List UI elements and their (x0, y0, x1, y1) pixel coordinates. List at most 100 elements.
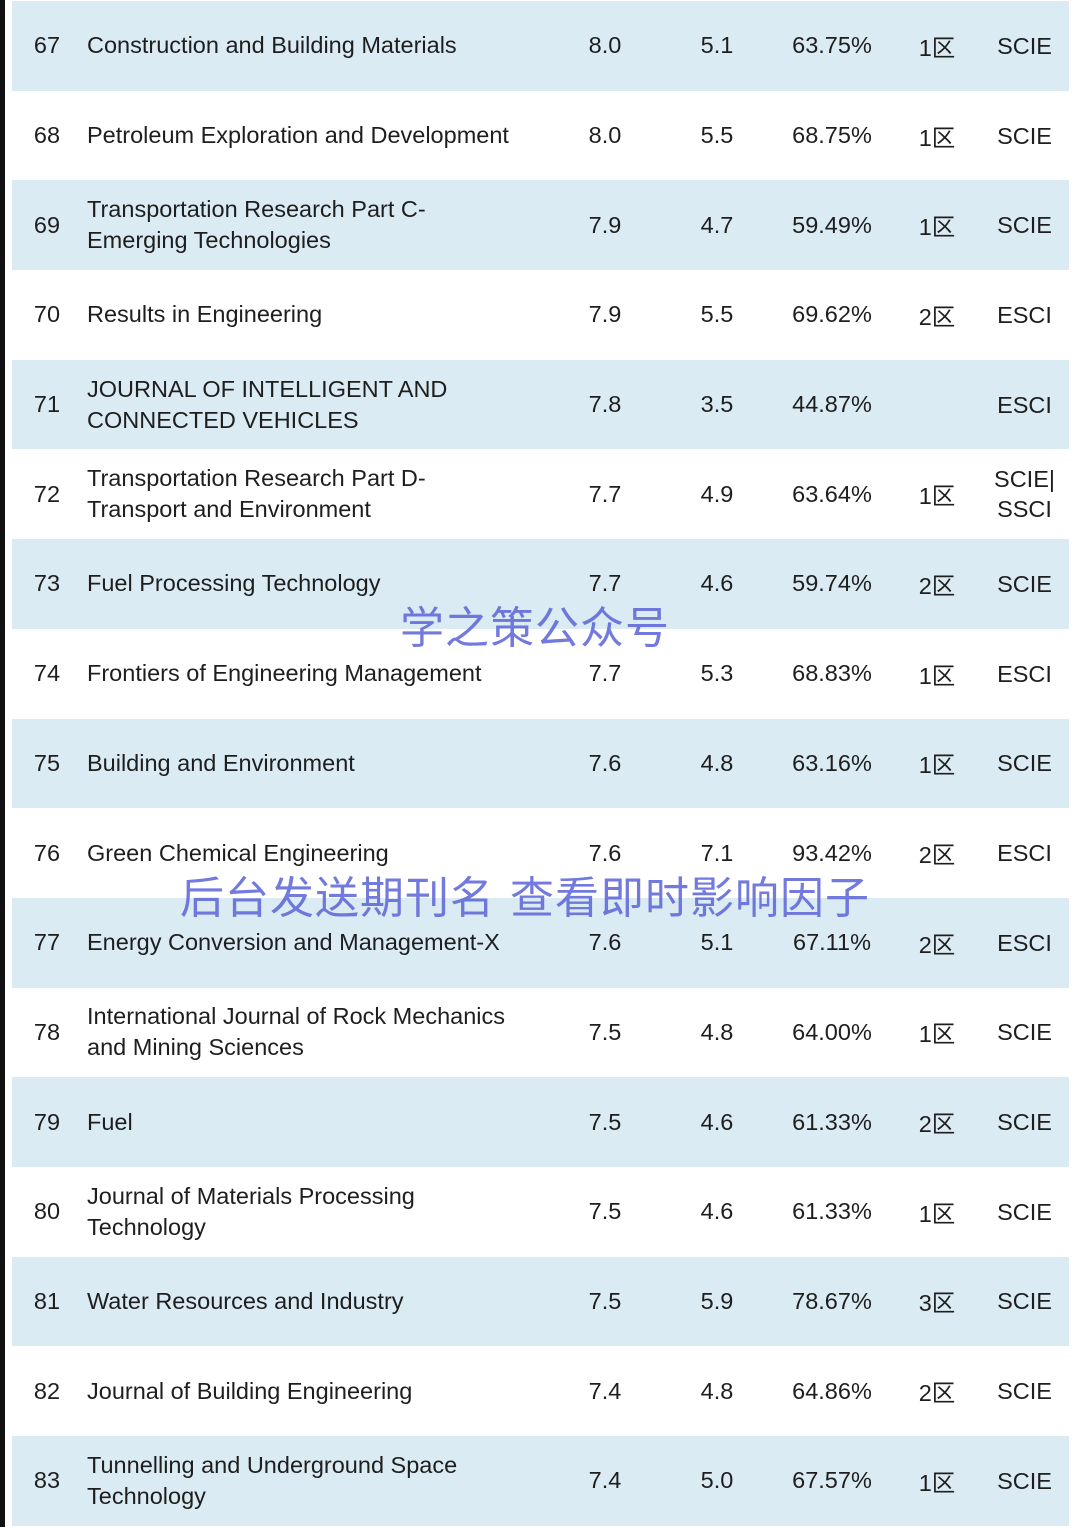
journal-name-cell: Tunnelling and Underground Space Technol… (87, 1451, 458, 1509)
rank-cell: 76 (33, 839, 61, 866)
zone-cell: 2区 (918, 572, 956, 599)
percentage-cell: 67.57% (792, 1467, 872, 1494)
journal-name-cell: JOURNAL OF INTELLIGENT AND CONNECTED VEH… (87, 375, 448, 433)
percentage-cell: 63.75% (792, 32, 872, 59)
rank-cell: 73 (33, 570, 61, 597)
impact-factor-cell: 7.6 (588, 749, 622, 776)
table-row: 72 Transportation Research Part D- Transp… (12, 449, 1069, 539)
metric-cell: 4.6 (700, 1108, 734, 1135)
percentage-cell: 59.49% (792, 211, 872, 238)
table-row: 71 JOURNAL OF INTELLIGENT AND CONNECTED V… (12, 359, 1069, 450)
metric-cell: 5.5 (700, 122, 734, 149)
impact-factor-cell: 7.4 (588, 1467, 622, 1494)
rank-cell: 68 (33, 122, 61, 149)
index-cell: SCIE (997, 1378, 1052, 1405)
zone-cell: 1区 (918, 124, 956, 151)
impact-factor-cell: 8.0 (588, 122, 622, 149)
metric-cell: 4.6 (700, 570, 734, 597)
impact-factor-cell: 8.0 (588, 32, 622, 59)
index-cell: ESCI (997, 391, 1052, 418)
rank-cell: 78 (33, 1018, 61, 1045)
impact-factor-cell: 7.8 (588, 391, 622, 418)
zone-cell: 2区 (918, 842, 956, 869)
journal-name-cell: Fuel Processing Technology (87, 570, 381, 597)
impact-factor-cell: 7.4 (588, 1377, 622, 1404)
impact-factor-cell: 7.5 (588, 1287, 622, 1314)
impact-factor-cell: 7.7 (588, 570, 622, 597)
percentage-cell: 68.83% (792, 660, 872, 687)
zone-cell: 1区 (918, 34, 956, 61)
zone-cell: 2区 (918, 303, 956, 330)
journal-name-cell: Journal of Building Engineering (87, 1377, 413, 1404)
rank-cell: 70 (33, 301, 61, 328)
rank-cell: 75 (33, 749, 61, 776)
left-border (0, 0, 5, 1527)
table-row: 79 Fuel 7.5 4.6 61.33% 2区 SCIE (12, 1077, 1069, 1167)
zone-cell: 1区 (918, 662, 956, 689)
rank-cell: 83 (33, 1467, 61, 1494)
index-cell: SCIE (997, 212, 1052, 239)
metric-cell: 5.9 (700, 1287, 734, 1314)
zone-cell: 2区 (918, 931, 956, 958)
percentage-cell: 59.74% (792, 570, 872, 597)
metric-cell: 4.8 (700, 1377, 734, 1404)
journal-name-cell: Petroleum Exploration and Development (87, 122, 509, 149)
metric-cell: 3.5 (700, 391, 734, 418)
journal-name-cell: International Journal of Rock Mechanics … (87, 1003, 505, 1061)
table-row: 77 Energy Conversion and Management-X 7.6 5… (12, 897, 1069, 988)
zone-cell: 3区 (918, 1290, 956, 1317)
impact-factor-cell: 7.7 (588, 660, 622, 687)
impact-factor-cell: 7.7 (588, 480, 622, 507)
journal-name-cell: Water Resources and Industry (87, 1287, 404, 1314)
rank-cell: 80 (33, 1198, 61, 1225)
table-row: 68 Petroleum Exploration and Development 8… (12, 91, 1069, 181)
journal-name-cell: Construction and Building Materials (87, 32, 457, 59)
metric-cell: 5.1 (700, 929, 734, 956)
table-row: 83 Tunnelling and Underground Space Techn… (12, 1436, 1069, 1526)
journal-name-cell: Journal of Materials Processing Technolo… (87, 1182, 415, 1240)
percentage-cell: 44.87% (792, 391, 872, 418)
impact-factor-cell: 7.5 (588, 1018, 622, 1045)
table-row: 76 Green Chemical Engineering 7.6 7.1 93.42%… (12, 808, 1069, 898)
table-row: 74 Frontiers of Engineering Management 7.7… (12, 629, 1069, 719)
percentage-cell: 93.42% (792, 839, 872, 866)
percentage-cell: 63.64% (792, 480, 872, 507)
percentage-cell: 78.67% (792, 1287, 872, 1314)
watermark-account: 学之策公众号 (400, 603, 670, 654)
zone-cell: 1区 (918, 483, 956, 510)
journal-name-cell: Transportation Research Part C- Emerging… (87, 196, 426, 254)
index-cell: SCIE (997, 32, 1052, 59)
rank-cell: 79 (33, 1108, 61, 1135)
zone-cell: 1区 (918, 214, 956, 241)
journal-name-cell: Results in Engineering (87, 301, 323, 328)
metric-cell: 5.1 (700, 32, 734, 59)
table-row: 69 Transportation Research Part C- Emergi… (12, 180, 1069, 271)
table-row: 70 Results in Engineering 7.9 5.5 69.62% 2区 ES… (12, 270, 1069, 360)
rank-cell: 71 (33, 391, 61, 418)
zone-cell: 1区 (918, 1200, 956, 1227)
index-cell: SCIE (997, 122, 1052, 149)
metric-cell: 4.8 (700, 749, 734, 776)
index-cell: ESCI (997, 301, 1052, 328)
percentage-cell: 64.00% (792, 1018, 872, 1045)
table-row: 82 Journal of Building Engineering 7.4 4.8 6… (12, 1346, 1069, 1436)
journal-name-cell: Transportation Research Part D- Transpor… (87, 465, 426, 523)
impact-factor-cell: 7.9 (588, 301, 622, 328)
journal-name-cell: Energy Conversion and Management-X (87, 929, 500, 956)
index-cell: ESCI (997, 840, 1052, 867)
table-row: 81 Water Resources and Industry 7.5 5.9 78.6… (12, 1256, 1069, 1347)
index-cell: SCIE| SSCI (994, 466, 1055, 523)
table-row: 75 Building and Environment 7.6 4.8 63.16% 1区… (12, 718, 1069, 809)
metric-cell: 4.6 (700, 1198, 734, 1225)
percentage-cell: 61.33% (792, 1198, 872, 1225)
index-cell: ESCI (997, 660, 1052, 687)
journal-name-cell: Green Chemical Engineering (87, 839, 389, 866)
rank-cell: 77 (33, 929, 61, 956)
journal-table: 67 Construction and Building Materials 8.0… (12, 1, 1069, 1526)
index-cell: SCIE (997, 1467, 1052, 1494)
watermark-hint: 后台发送期刊名 查看即时影响因子 (180, 873, 870, 924)
rank-cell: 82 (33, 1377, 61, 1404)
rank-cell: 67 (33, 32, 61, 59)
rank-cell: 74 (33, 660, 61, 687)
zone-cell: 1区 (918, 1469, 956, 1496)
